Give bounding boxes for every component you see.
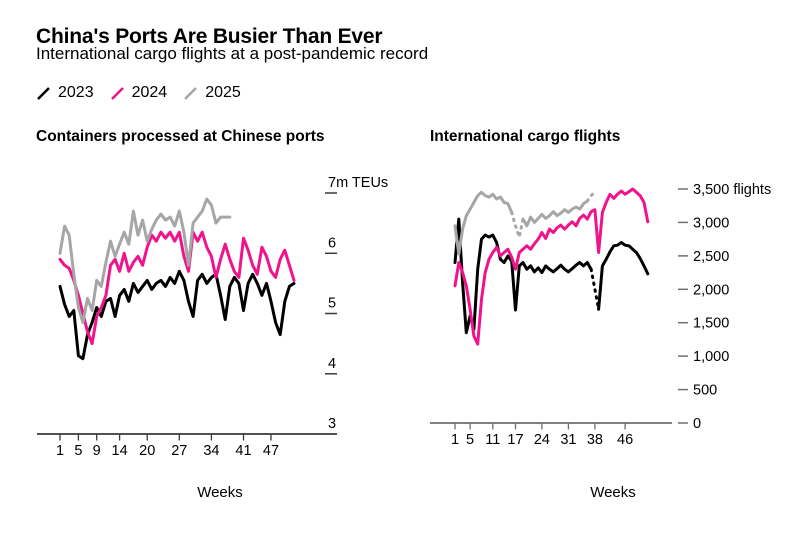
series-line-2025 [521, 199, 589, 228]
legend-year-label: 2025 [205, 84, 241, 101]
y-tick-label: 5 [328, 296, 336, 312]
series-line-2025 [585, 190, 597, 203]
x-tick-label: 20 [139, 443, 155, 459]
page-title: China's Ports Are Busier Than Ever [36, 25, 383, 49]
legend: 2023 2024 2025 [36, 84, 241, 102]
x-tick-label: 34 [203, 443, 219, 459]
series-line-2023 [453, 217, 593, 335]
x-tick-label: 38 [587, 432, 603, 448]
legend-line-swatch-icon [110, 86, 124, 100]
y-tick-label: 6 [328, 235, 336, 251]
series-line-2024 [58, 230, 296, 346]
series-line-2025 [453, 190, 514, 256]
legend-year-label: 2024 [131, 84, 168, 101]
series-line-2023 [589, 267, 601, 311]
x-axis-title: Weeks [197, 484, 243, 501]
x-tick-label: 31 [560, 432, 576, 448]
legend-line-swatch-icon [184, 86, 198, 100]
y-tick-label: 3 [328, 416, 336, 432]
x-tick-label: 24 [534, 432, 550, 448]
legend-year-label: 2023 [58, 84, 94, 101]
x-tick-label: 41 [235, 443, 251, 459]
flights-chart: 1 5 11 17 24 31 38 46 Weeks 3,500 flights 3,000 2,5… [430, 182, 771, 501]
x-tick-label: 27 [171, 443, 187, 459]
legend-item-2023: 2023 [36, 84, 94, 102]
x-axis-title: Weeks [590, 484, 636, 501]
y-tick-label: 1,000 [693, 349, 729, 365]
series-line-2023 [597, 241, 650, 311]
legend-line-swatch-icon [37, 86, 50, 100]
series-line-2025 [58, 197, 232, 324]
y-tick-label: 500 [693, 383, 717, 399]
legend-item-2025: 2025 [183, 84, 241, 102]
chart-title-containers: Containers processed at Chinese ports [36, 128, 325, 145]
y-tick-label: 1,500 [693, 316, 729, 332]
page-subtitle: International cargo flights at a post-pa… [36, 44, 429, 63]
y-tick-label: 2,000 [693, 282, 729, 298]
x-tick-label: 14 [112, 443, 128, 459]
x-tick-label: 11 [485, 432, 500, 448]
chart-title-flights: International cargo flights [430, 128, 621, 145]
x-tick-label: 5 [74, 443, 82, 459]
x-tick-label: 1 [451, 432, 459, 448]
series-line-2024 [453, 187, 650, 346]
x-tick-label: 17 [507, 432, 523, 448]
series-line-2025 [510, 210, 525, 239]
y-tick-label: 7m TEUs [328, 175, 388, 191]
y-tick-label: 3,500 flights [693, 182, 771, 198]
y-tick-label: 2,500 [693, 249, 729, 265]
y-tick-label: 0 [693, 416, 701, 432]
legend-item-2024: 2024 [110, 84, 168, 102]
x-tick-label: 47 [263, 443, 279, 459]
y-tick-label: 3,000 [693, 215, 729, 231]
x-tick-label: 5 [466, 432, 474, 448]
y-tick-label: 4 [328, 356, 336, 372]
x-tick-label: 1 [56, 443, 64, 459]
x-tick-label: 46 [617, 432, 633, 448]
x-tick-label: 9 [93, 443, 101, 459]
